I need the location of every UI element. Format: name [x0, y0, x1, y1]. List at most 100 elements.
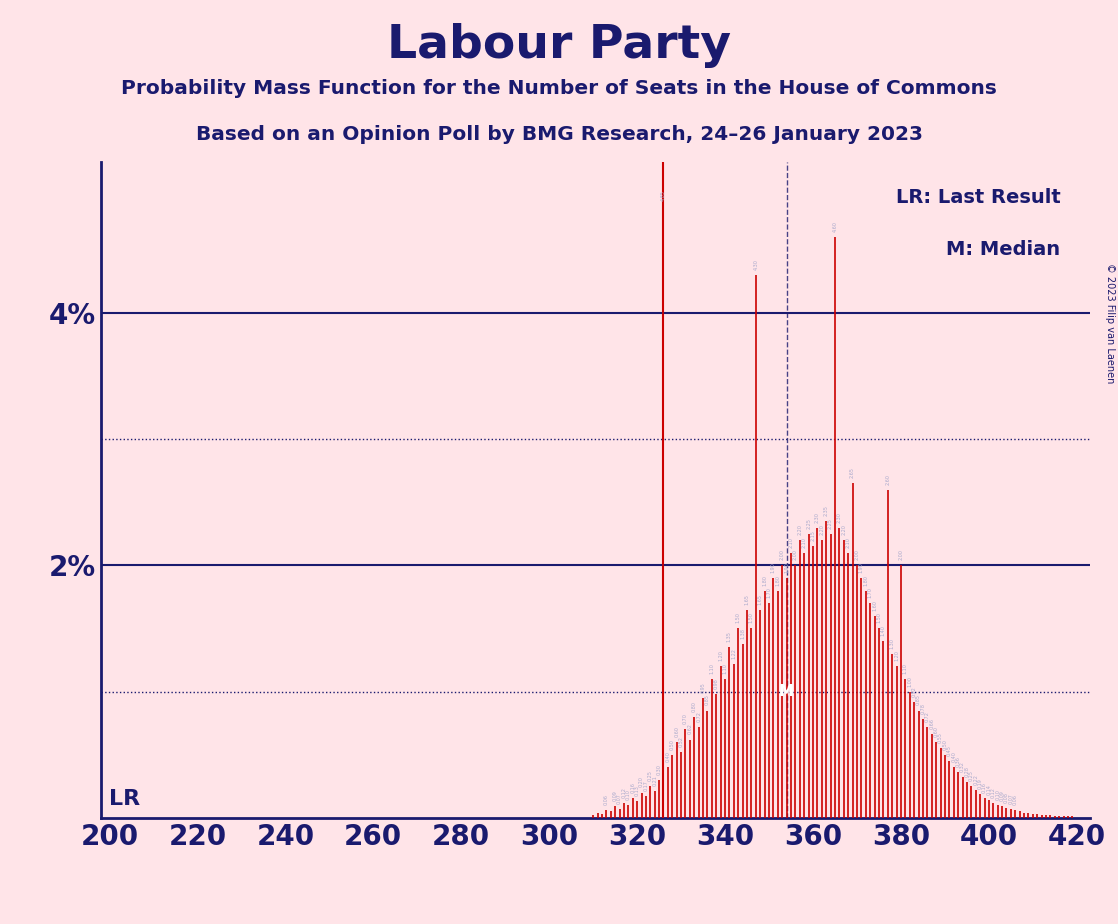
- Text: 0.06: 0.06: [604, 795, 609, 805]
- Text: M: M: [779, 684, 794, 699]
- Text: 4.30: 4.30: [754, 260, 758, 270]
- Text: 0.60: 0.60: [674, 726, 680, 737]
- Text: 0.10: 0.10: [995, 789, 1001, 800]
- Text: 0.70: 0.70: [683, 713, 688, 724]
- Text: 0.25: 0.25: [647, 771, 653, 781]
- Text: 0.14: 0.14: [986, 784, 992, 795]
- Text: 1.50: 1.50: [877, 613, 881, 624]
- Text: 2.20: 2.20: [819, 524, 824, 535]
- Text: 0.95: 0.95: [701, 682, 705, 693]
- Text: 1.10: 1.10: [722, 663, 728, 674]
- Text: 0.07: 0.07: [1008, 793, 1013, 804]
- Text: 1.50: 1.50: [736, 613, 741, 624]
- Text: 0.36: 0.36: [956, 757, 960, 767]
- Text: Probability Mass Function for the Number of Seats in the House of Commons: Probability Mass Function for the Number…: [121, 79, 997, 98]
- Text: 1.40: 1.40: [881, 626, 885, 636]
- Text: 2.10: 2.10: [845, 537, 851, 548]
- Text: 0.52: 0.52: [679, 736, 683, 748]
- Text: 0.19: 0.19: [977, 778, 983, 789]
- Text: 0.09: 0.09: [999, 791, 1005, 801]
- Text: 1.80: 1.80: [762, 575, 767, 586]
- Text: 1.30: 1.30: [890, 638, 894, 649]
- Text: 2.00: 2.00: [899, 550, 903, 560]
- Text: 0.45: 0.45: [947, 745, 951, 756]
- Text: 2.30: 2.30: [837, 512, 842, 523]
- Text: © 2023 Filip van Laenen: © 2023 Filip van Laenen: [1106, 263, 1115, 383]
- Text: 2.35: 2.35: [824, 505, 828, 517]
- Text: 0.72: 0.72: [925, 711, 930, 722]
- Text: 0.16: 0.16: [982, 782, 987, 793]
- Text: 2.30: 2.30: [815, 512, 819, 523]
- Text: 4.60: 4.60: [833, 222, 837, 232]
- Text: 0.55: 0.55: [938, 733, 944, 743]
- Text: 0.85: 0.85: [916, 695, 921, 705]
- Text: 0.72: 0.72: [697, 711, 701, 722]
- Text: M: Median: M: Median: [946, 240, 1060, 260]
- Text: 1.90: 1.90: [784, 562, 789, 573]
- Text: 0.10: 0.10: [626, 789, 631, 800]
- Text: 0.50: 0.50: [942, 738, 947, 749]
- Text: 0.60: 0.60: [934, 726, 939, 737]
- Text: 4.85: 4.85: [661, 190, 666, 201]
- Text: 1.00: 1.00: [907, 675, 912, 687]
- Text: 1.60: 1.60: [872, 600, 878, 611]
- Text: 1.35: 1.35: [727, 631, 732, 642]
- Text: 0.12: 0.12: [991, 786, 996, 797]
- Text: 1.90: 1.90: [859, 562, 864, 573]
- Text: 1.50: 1.50: [749, 613, 754, 624]
- Text: 0.78: 0.78: [920, 703, 926, 714]
- Text: 1.20: 1.20: [894, 650, 899, 662]
- Text: 1.65: 1.65: [745, 593, 749, 604]
- Text: 0.92: 0.92: [911, 686, 917, 697]
- Text: Labour Party: Labour Party: [387, 23, 731, 68]
- Text: 2.25: 2.25: [806, 518, 812, 529]
- Text: 2.00: 2.00: [854, 550, 860, 560]
- Text: LR: Last Result: LR: Last Result: [896, 188, 1060, 207]
- Text: 2.00: 2.00: [793, 550, 798, 560]
- Text: 0.16: 0.16: [631, 782, 635, 793]
- Text: 1.38: 1.38: [740, 627, 746, 638]
- Text: 0.17: 0.17: [643, 781, 648, 791]
- Text: 0.85: 0.85: [705, 695, 710, 705]
- Text: 1.70: 1.70: [767, 588, 771, 598]
- Text: 0.66: 0.66: [929, 719, 935, 729]
- Text: 0.22: 0.22: [973, 774, 978, 785]
- Text: 0.50: 0.50: [670, 738, 675, 749]
- Text: 2.65: 2.65: [850, 468, 855, 479]
- Text: 1.20: 1.20: [718, 650, 723, 662]
- Text: 0.98: 0.98: [713, 678, 719, 689]
- Text: 2.20: 2.20: [841, 524, 846, 535]
- Text: 2.60: 2.60: [885, 474, 890, 485]
- Text: 1.80: 1.80: [863, 575, 869, 586]
- Text: 0.32: 0.32: [960, 761, 965, 772]
- Text: 0.09: 0.09: [613, 791, 617, 801]
- Text: 2.10: 2.10: [802, 537, 807, 548]
- Text: 1.90: 1.90: [771, 562, 776, 573]
- Text: LR: LR: [110, 789, 141, 808]
- Text: 0.06: 0.06: [1013, 795, 1017, 805]
- Text: 1.80: 1.80: [775, 575, 780, 586]
- Text: 0.28: 0.28: [965, 767, 969, 777]
- Text: 0.62: 0.62: [688, 723, 692, 735]
- Text: 2.20: 2.20: [797, 524, 803, 535]
- Text: Based on an Opinion Poll by BMG Research, 24–26 January 2023: Based on an Opinion Poll by BMG Research…: [196, 125, 922, 144]
- Text: 0.12: 0.12: [622, 786, 626, 797]
- Text: 1.65: 1.65: [758, 593, 762, 604]
- Text: 1.70: 1.70: [868, 588, 873, 598]
- Text: 0.40: 0.40: [665, 751, 671, 762]
- Text: 0.08: 0.08: [1004, 792, 1010, 803]
- Text: 0.80: 0.80: [692, 701, 697, 711]
- Text: 0.07: 0.07: [617, 793, 622, 804]
- Text: 1.22: 1.22: [731, 648, 737, 659]
- Text: 1.10: 1.10: [903, 663, 908, 674]
- Text: 2.15: 2.15: [811, 530, 815, 541]
- Text: 0.21: 0.21: [652, 775, 657, 786]
- Text: 0.20: 0.20: [639, 776, 644, 787]
- Text: 0.30: 0.30: [656, 764, 662, 775]
- Text: 0.40: 0.40: [951, 751, 956, 762]
- Text: 2.10: 2.10: [788, 537, 794, 548]
- Text: 2.00: 2.00: [779, 550, 785, 560]
- Text: 0.25: 0.25: [969, 771, 974, 781]
- Text: 0.13: 0.13: [635, 785, 639, 796]
- Text: 1.10: 1.10: [709, 663, 714, 674]
